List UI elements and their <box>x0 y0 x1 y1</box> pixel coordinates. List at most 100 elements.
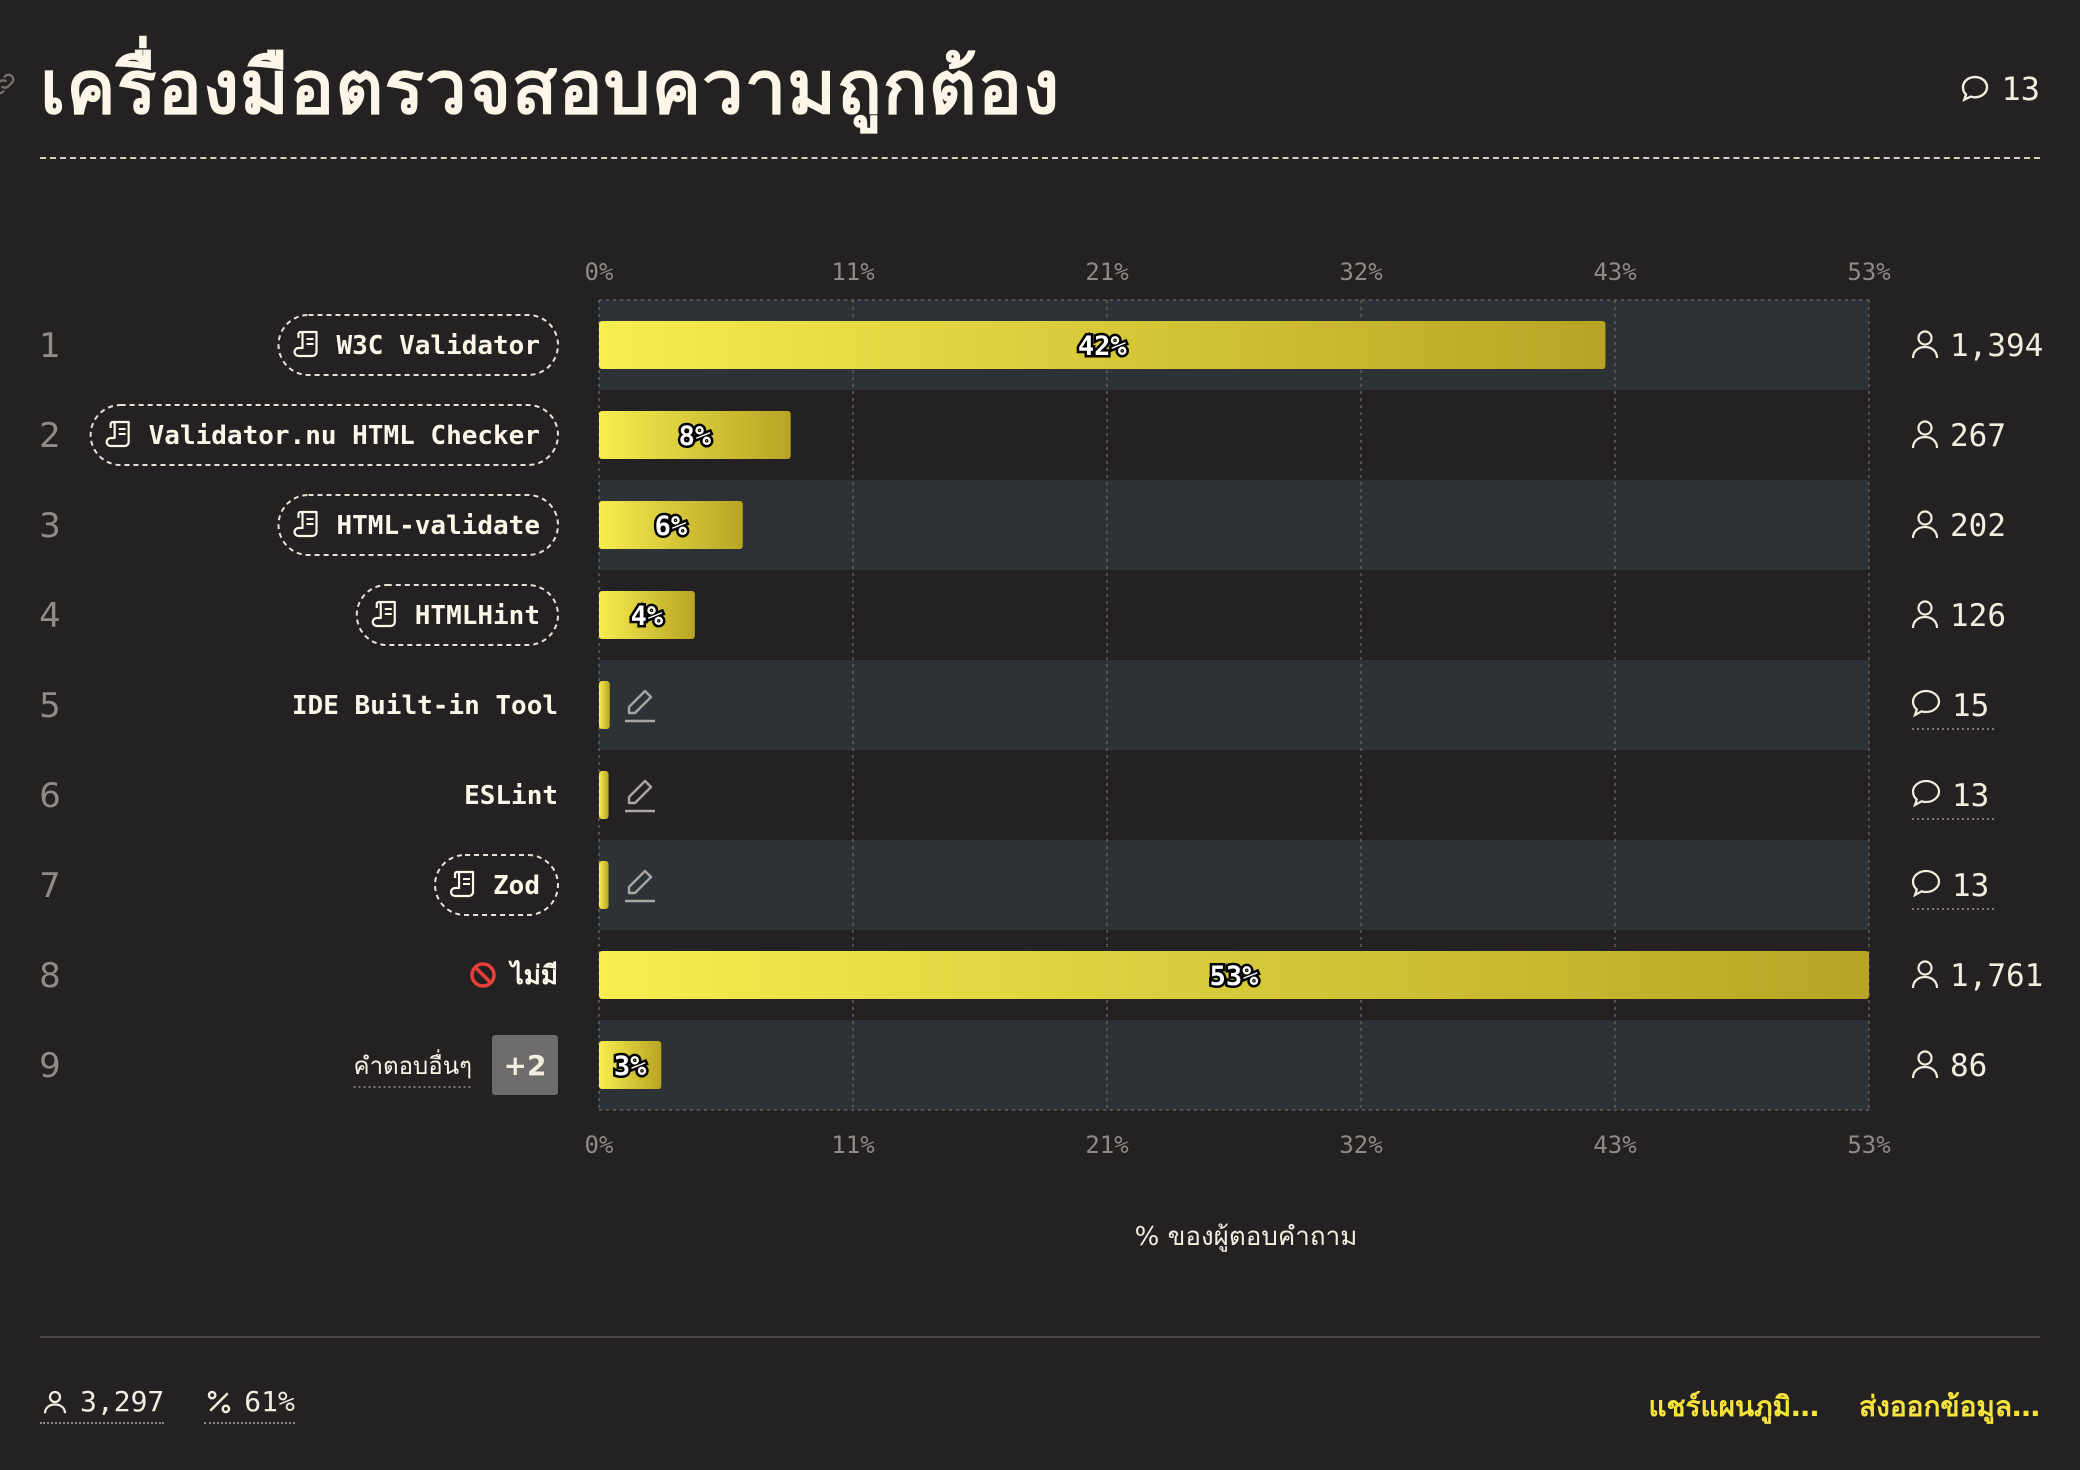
x-tick-label-top: 43% <box>1593 258 1637 286</box>
comment-bubble <box>1911 779 1941 808</box>
user-body <box>1911 345 1939 359</box>
page-title: เครื่องมือตรวจสอบความถูกต้อง <box>40 45 1061 131</box>
rank-number: 5 <box>39 686 61 726</box>
comment-count: 13 <box>2001 70 2040 108</box>
respondents-value: 3,297 <box>80 1385 165 1418</box>
respondent-count: 86 <box>1950 1048 1987 1084</box>
user-body <box>1911 435 1939 449</box>
user-icon <box>1911 960 1939 989</box>
edit-icon[interactable] <box>625 869 655 903</box>
bar[interactable] <box>599 501 743 549</box>
user-head <box>1917 330 1933 346</box>
respondent-count: 202 <box>1950 508 2006 544</box>
x-tick-label-bottom: 32% <box>1339 1131 1383 1159</box>
bar[interactable] <box>599 591 695 639</box>
bar-value-label: 53% <box>1210 961 1260 992</box>
comment-count[interactable]: 15 <box>1952 688 1989 724</box>
category-badge[interactable] <box>277 494 559 556</box>
category-label[interactable]: W3C Validator <box>337 331 541 361</box>
x-tick-label-bottom: 43% <box>1593 1131 1637 1159</box>
bar[interactable] <box>599 321 1606 369</box>
bar-chart: 0%0%11%11%21%21%32%32%43%43%53%53% 1 42%W… <box>39 258 2043 1252</box>
category-label[interactable]: Zod <box>493 871 540 901</box>
x-tick-label-bottom: 0% <box>585 1131 614 1159</box>
comment-count[interactable]: 13 <box>1952 778 1989 814</box>
category-label[interactable]: IDE Built-in Tool <box>292 691 558 721</box>
category-badge[interactable] <box>89 404 559 466</box>
comment-icon <box>1911 869 1941 898</box>
percent-icon <box>208 1390 231 1413</box>
x-tick-label-bottom: 21% <box>1085 1131 1129 1159</box>
row-background <box>599 1020 1869 1110</box>
category-label[interactable]: ESLint <box>464 781 558 811</box>
row-background <box>599 660 1869 750</box>
category-label[interactable]: ไม่มี <box>508 959 558 991</box>
rank-number: 1 <box>39 326 61 366</box>
rank-number: 4 <box>39 596 61 636</box>
user-head <box>1917 510 1933 526</box>
user-head <box>1917 600 1933 616</box>
category-label[interactable]: HTML-validate <box>337 511 541 541</box>
bar[interactable] <box>599 411 791 459</box>
bar[interactable] <box>599 951 1869 999</box>
category-badge[interactable] <box>277 314 559 376</box>
category-badge[interactable] <box>434 854 559 916</box>
comment-icon <box>1911 689 1941 718</box>
user-head <box>1917 420 1933 436</box>
total-respondents[interactable]: 3,297 <box>40 1385 165 1424</box>
comment-bubble <box>1911 869 1941 898</box>
more-answers-count: +2 <box>504 1049 547 1082</box>
rank-number: 2 <box>39 416 61 456</box>
scroll-icon-outline <box>293 510 318 538</box>
edit-icon[interactable] <box>625 779 655 813</box>
category-badge[interactable] <box>355 584 559 646</box>
user-body <box>1911 975 1939 989</box>
edit-icon[interactable] <box>625 689 655 723</box>
respondent-count: 1,761 <box>1950 958 2043 994</box>
bar-value-label: 3% <box>614 1051 647 1082</box>
x-tick-label-top: 11% <box>831 258 875 286</box>
share-chart-link[interactable]: แชร์แผนภูมิ… <box>1648 1390 1820 1423</box>
user-icon <box>43 1390 67 1413</box>
scroll-icon <box>293 330 318 358</box>
prohibited-slash <box>474 966 492 984</box>
comment-icon <box>1962 75 1989 102</box>
x-axis-label: % ของผู้ตอบคำถาม <box>1135 1222 1358 1252</box>
scroll-icon-outline <box>105 420 130 448</box>
respondent-count: 126 <box>1950 598 2006 634</box>
user-icon <box>1911 510 1939 539</box>
user-icon <box>1911 1050 1939 1079</box>
category-label[interactable]: Validator.nu HTML Checker <box>149 421 540 451</box>
x-tick-label-top: 32% <box>1339 258 1383 286</box>
export-data-link[interactable]: ส่งออกข้อมูล… <box>1859 1390 2040 1423</box>
user-body <box>1911 1065 1939 1079</box>
comment-icon <box>1911 779 1941 808</box>
bar[interactable] <box>599 681 610 729</box>
rank-number: 3 <box>39 506 61 546</box>
respondent-count: 1,394 <box>1950 328 2043 364</box>
bar-value-label: 6% <box>655 511 688 542</box>
percent-value: 61% <box>244 1385 295 1418</box>
rank-number: 8 <box>39 956 61 996</box>
category-label[interactable]: คำตอบอื่นๆ <box>354 1049 472 1080</box>
response-rate[interactable]: 61% <box>204 1385 295 1424</box>
scroll-icon <box>449 870 475 898</box>
link-icon[interactable] <box>0 70 18 98</box>
more-answers-button[interactable] <box>492 1035 558 1095</box>
scroll-icon-outline <box>293 330 318 358</box>
prohibited-circle <box>470 962 496 988</box>
category-label[interactable]: HTMLHint <box>415 601 540 631</box>
bar[interactable] <box>599 861 609 909</box>
comment-count[interactable]: 13 <box>1952 868 1989 904</box>
user-icon <box>1911 600 1939 629</box>
bar-value-label: 4% <box>631 601 664 632</box>
user-body <box>1911 615 1939 629</box>
bar[interactable] <box>599 771 609 819</box>
comments-button[interactable]: 13 <box>1959 70 2040 108</box>
scroll-icon <box>371 600 396 628</box>
title-divider <box>40 157 2040 159</box>
bar[interactable] <box>599 1041 662 1089</box>
user-icon <box>1911 330 1939 359</box>
user-icon <box>1911 420 1939 449</box>
row-background <box>599 840 1869 930</box>
